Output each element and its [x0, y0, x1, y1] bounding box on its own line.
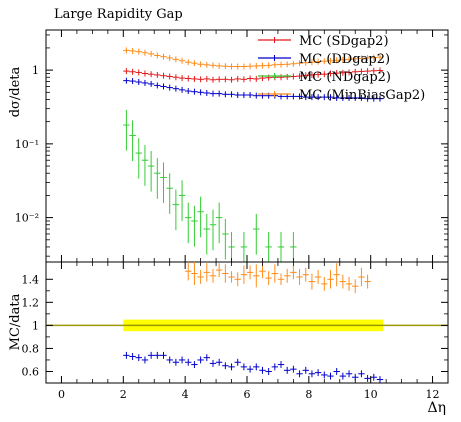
ratio-y-tick-label: 0.8 [22, 342, 40, 355]
legend-label-mc-minbiasgap2: MC (MinBiasGap2) [299, 88, 425, 103]
legend-label-mc-ddgap2: MC (DDgap2) [299, 52, 390, 67]
ratio-series-0 [185, 262, 371, 294]
ratio-panel: 0.6 0.8 1 1.2 1.4 0 2 4 6 8 10 12 MC/data Δη [8, 261, 449, 416]
x-tick-label: 8 [305, 388, 312, 401]
mc-ndgap2-series [123, 109, 297, 262]
x-tick-label: 2 [120, 388, 127, 401]
chart-title: Large Rapidity Gap [54, 7, 183, 22]
legend-label-mc-sdgap2: MC (SDgap2) [299, 34, 389, 49]
main-y-axis-label: dσ/deta [8, 66, 23, 117]
ratio-y-tick-label: 1.2 [22, 296, 40, 309]
mc-sdgap2-series [123, 67, 384, 83]
x-tick-label: 6 [244, 388, 251, 401]
x-tick-label: 10 [364, 388, 378, 401]
x-tick-label: 0 [58, 388, 65, 401]
mc-ddgap2-series [123, 77, 384, 102]
legend: MC (SDgap2) MC (DDgap2) MC (NDgap2) MC (Min… [258, 34, 425, 103]
ratio-y-tick-label: 1.4 [22, 273, 40, 286]
ratio-series-1 [123, 351, 384, 383]
main-y-tick-label: 1 [32, 64, 39, 77]
x-axis-label: Δη [428, 400, 447, 416]
mc-minbiasgap2-series [123, 47, 384, 70]
x-tick-label: 4 [182, 388, 189, 401]
ratio-y-tick-label: 1 [32, 319, 39, 332]
ratio-y-tick-label: 0.6 [22, 365, 40, 378]
main-y-tick-label: 10⁻¹ [15, 138, 39, 151]
main-y-tick-label: 10⁻² [15, 212, 39, 225]
legend-label-mc-ndgap2: MC (NDgap2) [299, 70, 391, 85]
ratio-y-axis-label: MC/data [8, 293, 23, 350]
x-tick-label: 12 [426, 388, 440, 401]
main-panel: 1 10⁻¹ 10⁻² dσ/deta MC (SDgap2) MC (DDgap2)… [8, 29, 449, 263]
